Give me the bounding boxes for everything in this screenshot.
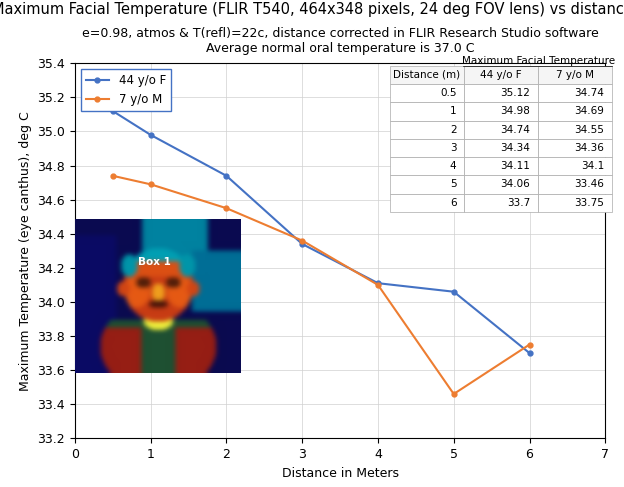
Text: Box 1: Box 1 [138, 257, 170, 267]
X-axis label: Distance in Meters: Distance in Meters [281, 467, 399, 480]
7 y/o M [223, 206, 230, 211]
44 y/o F [147, 132, 154, 138]
Y-axis label: Maximum Temperature (eye canthus), deg C: Maximum Temperature (eye canthus), deg C [19, 111, 32, 391]
Line: 7 y/o M: 7 y/o M [110, 173, 532, 396]
7 y/o M [526, 342, 534, 348]
Line: 44 y/o F: 44 y/o F [110, 109, 532, 356]
Title: e=0.98, atmos & T(refl)=22c, distance corrected in FLIR Research Studio software: e=0.98, atmos & T(refl)=22c, distance co… [82, 27, 598, 55]
44 y/o F [109, 108, 117, 114]
7 y/o M [374, 282, 382, 288]
Legend: 44 y/o F, 7 y/o M: 44 y/o F, 7 y/o M [80, 69, 170, 111]
44 y/o F [374, 281, 382, 286]
7 y/o M [109, 173, 117, 179]
44 y/o F [223, 173, 230, 179]
7 y/o M [450, 391, 457, 397]
7 y/o M [298, 238, 306, 244]
Text: Maximum Facial Temperature (FLIR T540, 464x348 pixels, 24 deg FOV lens) vs dista: Maximum Facial Temperature (FLIR T540, 4… [0, 2, 624, 18]
44 y/o F [526, 350, 534, 356]
44 y/o F [298, 241, 306, 247]
Text: Maximum Facial Temperature: Maximum Facial Temperature [462, 56, 615, 66]
44 y/o F [450, 289, 457, 295]
7 y/o M [147, 182, 154, 187]
